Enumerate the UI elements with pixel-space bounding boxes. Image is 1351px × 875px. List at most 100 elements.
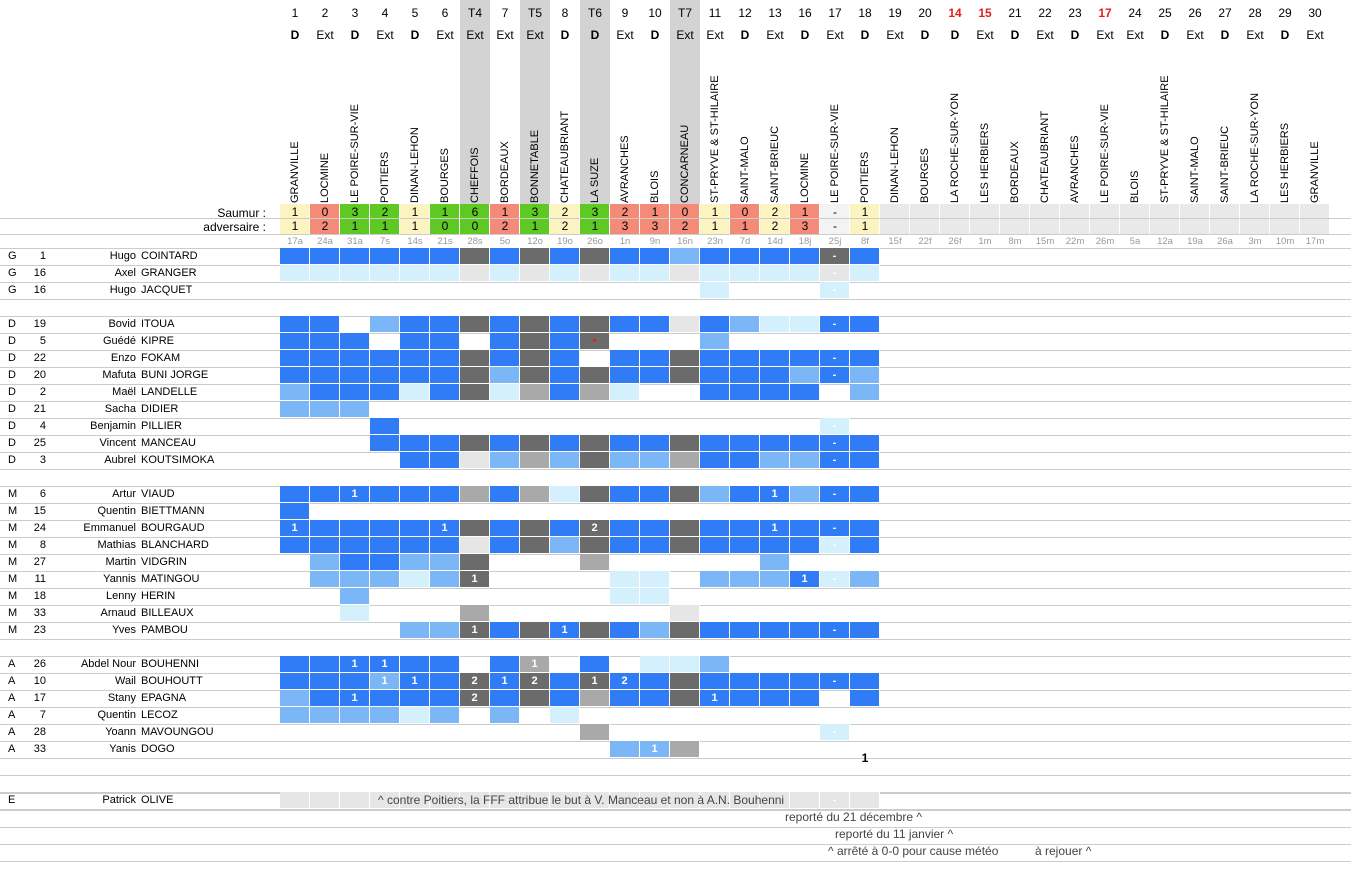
match-date: 25j <box>828 236 842 247</box>
participation-cell: 1 <box>550 656 580 672</box>
participation-cell <box>670 520 700 536</box>
player-position: M <box>8 488 18 500</box>
participation-cell <box>340 537 370 553</box>
goal-count: 2 <box>531 675 538 687</box>
opponent-score: 2 <box>681 219 689 233</box>
participation-cell <box>670 367 700 383</box>
row-rule <box>0 418 1351 419</box>
participation-cell: - <box>820 418 850 434</box>
goal-count: 1 <box>651 743 658 755</box>
participation-cell <box>310 673 340 689</box>
match-date: 17m <box>1305 236 1325 247</box>
participation-cell <box>610 248 640 264</box>
saumur-score: 0 <box>321 205 329 219</box>
player-first-name: Artur <box>112 488 136 500</box>
saumur-score: 1 <box>441 205 449 219</box>
score-bg <box>400 204 429 234</box>
player-number: 16 <box>33 284 46 296</box>
participation-cell <box>370 486 400 502</box>
participation-cell: - <box>820 724 850 740</box>
match-number: 27 <box>1218 6 1232 20</box>
venue-label: Ext <box>436 28 454 42</box>
participation-cell <box>550 486 580 502</box>
opponent-score: 1 <box>711 219 719 233</box>
opponent-name: GRANVILLE <box>1309 141 1321 203</box>
player-last-name: PAMBOU <box>141 624 188 636</box>
participation-cell <box>610 537 640 553</box>
player-number: 26 <box>33 658 46 670</box>
participation-cell <box>310 248 340 264</box>
player-position: M <box>8 522 18 534</box>
player-first-name: Yanis <box>109 743 136 755</box>
participation-cell <box>430 537 460 553</box>
venue-label: Ext <box>1126 28 1144 42</box>
participation-cell <box>430 333 460 349</box>
row-rule <box>0 639 1351 640</box>
goal-count: 1 <box>351 488 358 500</box>
goal-count: 1 <box>441 522 448 534</box>
participation-cell <box>430 673 460 689</box>
opponent-score: 1 <box>591 219 599 233</box>
venue-label: D <box>1220 28 1230 42</box>
postponed-dash: - <box>832 488 837 500</box>
opponent-score <box>880 219 910 235</box>
card-marker: • <box>592 335 597 347</box>
score-bg <box>790 204 819 234</box>
opponent-score <box>1090 219 1120 235</box>
participation-cell <box>850 350 880 366</box>
player-position: M <box>8 624 18 636</box>
match-date: 1m <box>978 236 992 247</box>
row-rule <box>0 588 1351 589</box>
participation-cell <box>730 673 760 689</box>
player-first-name: Yves <box>112 624 136 636</box>
participation-cell <box>400 367 430 383</box>
opponent-score: 1 <box>531 219 539 233</box>
participation-cell <box>730 520 760 536</box>
opponent-name: LA ROCHE-SUR-YON <box>949 92 961 203</box>
participation-cell <box>730 367 760 383</box>
participation-cell <box>460 452 490 468</box>
player-first-name: Vincent <box>99 437 137 449</box>
participation-cell <box>850 384 880 400</box>
participation-cell <box>340 384 370 400</box>
participation-cell <box>490 520 520 536</box>
note-poitiers: ^ contre Poitiers, la FFF attribue le bu… <box>378 793 785 807</box>
note-rule <box>0 827 1351 828</box>
participation-cell <box>340 792 370 808</box>
participation-cell <box>730 537 760 553</box>
player-position: M <box>8 607 18 619</box>
match-date: 22m <box>1065 236 1085 247</box>
goal-count: 1 <box>381 658 388 670</box>
player-number: 10 <box>33 675 46 687</box>
opponent-score <box>1240 219 1270 235</box>
postponed-dash: - <box>832 267 837 279</box>
opponent-score <box>1300 219 1330 235</box>
saumur-score: 2 <box>621 205 629 219</box>
match-date: 16n <box>677 236 693 247</box>
saumur-score: 0 <box>741 205 749 219</box>
participation-cell <box>760 452 790 468</box>
score-bg <box>880 204 909 234</box>
participation-cell <box>670 537 700 553</box>
player-last-name: BIETTMANN <box>141 505 205 517</box>
score-bg <box>1090 204 1119 234</box>
player-number: 11 <box>34 573 46 585</box>
player-first-name: Hugo <box>109 250 136 262</box>
opponent-score: 1 <box>411 219 419 233</box>
goal-count: 2 <box>471 692 478 704</box>
score-bg <box>700 204 729 234</box>
player-position: G <box>8 250 17 262</box>
participation-cell <box>790 350 820 366</box>
player-position: A <box>8 743 16 755</box>
goal-count: 1 <box>351 692 358 704</box>
participation-cell <box>670 316 700 332</box>
participation-cell <box>280 401 310 417</box>
participation-cell <box>430 265 460 281</box>
participation-cell <box>640 350 670 366</box>
participation-cell <box>310 554 340 570</box>
participation-cell <box>760 537 790 553</box>
participation-cell <box>760 792 790 808</box>
match-date: 1n <box>619 236 631 247</box>
goal-count: 1 <box>771 488 778 500</box>
row-rule <box>0 282 1351 283</box>
